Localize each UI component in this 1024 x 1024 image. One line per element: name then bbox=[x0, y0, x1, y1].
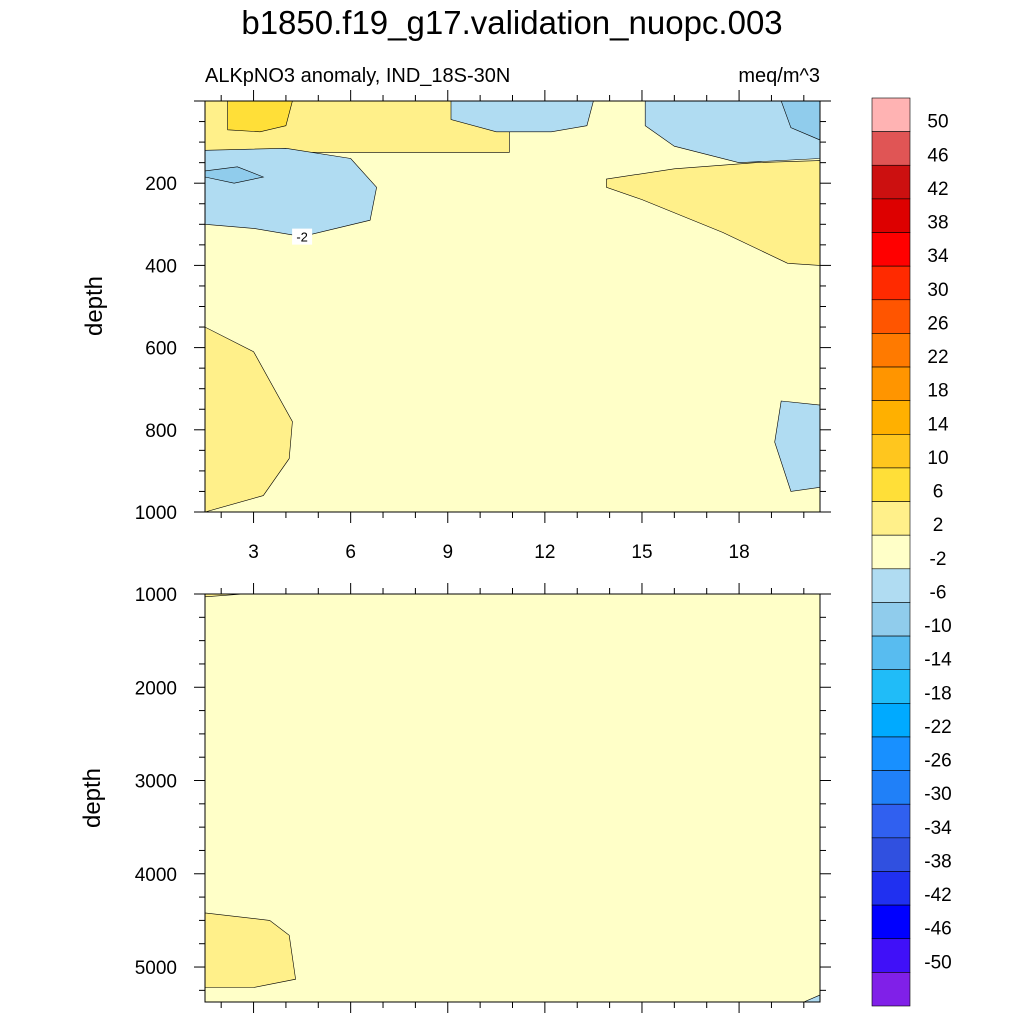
upper-y-tick-label: 800 bbox=[145, 421, 177, 442]
colorbar-label: 22 bbox=[927, 347, 948, 368]
colorbar-label: 14 bbox=[927, 414, 949, 435]
lower-contour-region-0 bbox=[205, 594, 244, 598]
upper-contour-region-2 bbox=[205, 147, 377, 237]
colorbar-label: -18 bbox=[924, 683, 951, 704]
colorbar-label: -30 bbox=[924, 784, 951, 805]
colorbar-label: 42 bbox=[927, 179, 948, 200]
colorbar-swatch bbox=[871, 299, 911, 334]
colorbar-swatch bbox=[871, 669, 911, 704]
x-tick-label: 12 bbox=[534, 542, 555, 563]
lower-y-tick-label: 5000 bbox=[135, 958, 177, 979]
colorbar-swatch bbox=[871, 938, 911, 973]
colorbar-swatch bbox=[871, 164, 911, 200]
colorbar-swatch bbox=[871, 635, 911, 671]
colorbar-label: -38 bbox=[924, 851, 951, 872]
colorbar: 50 46 42 38 34 30 26 22 18 14 10 6 2 -2 -6 -10 -14 -18 -22… bbox=[871, 97, 952, 1007]
colorbar-label: -14 bbox=[924, 650, 952, 671]
colorbar-label: -22 bbox=[924, 717, 951, 738]
colorbar-swatch bbox=[871, 871, 911, 906]
colorbar-label: 50 bbox=[927, 112, 948, 133]
lower-y-tick-label: 4000 bbox=[135, 865, 177, 886]
colorbar-swatch bbox=[871, 400, 911, 435]
colorbar-swatch bbox=[871, 770, 911, 805]
left-subtitle: ALKpNO3 anomaly, IND_18S-30N bbox=[205, 65, 510, 87]
upper-contour-label-bg-0 bbox=[292, 228, 313, 245]
colorbar-label: -2 bbox=[930, 549, 947, 570]
colorbar-label: 46 bbox=[927, 145, 948, 166]
colorbar-swatch bbox=[871, 803, 911, 839]
chart-title: b1850.f19_g17.validation_nuopc.003 bbox=[241, 4, 782, 41]
lower-panel: 1000 2000 3000 4000 5000 bbox=[135, 583, 831, 1013]
colorbar-label: -42 bbox=[924, 885, 951, 906]
upper-y-axis-label: depth bbox=[81, 276, 108, 336]
upper-y-tick-label: 400 bbox=[145, 256, 177, 277]
colorbar-swatch bbox=[871, 198, 911, 233]
colorbar-swatch bbox=[871, 232, 911, 267]
upper-y-tick-label: 200 bbox=[145, 174, 177, 195]
lower-y-axis-label: depth bbox=[79, 768, 106, 828]
colorbar-swatch bbox=[871, 904, 911, 940]
colorbar-swatch bbox=[871, 972, 911, 1007]
upper-y-tick-label: 600 bbox=[145, 339, 177, 360]
upper-contour-region-5 bbox=[644, 101, 820, 164]
upper-contour-region-1 bbox=[227, 101, 293, 133]
colorbar-label: -26 bbox=[924, 751, 951, 772]
colorbar-label: -34 bbox=[924, 818, 952, 839]
colorbar-label: 34 bbox=[927, 246, 949, 267]
lower-y-tick-label: 1000 bbox=[135, 585, 177, 606]
upper-contour-region-8 bbox=[205, 326, 293, 512]
colorbar-label: 30 bbox=[927, 280, 948, 301]
colorbar-swatch bbox=[871, 97, 911, 132]
colorbar-label: 38 bbox=[927, 213, 948, 234]
lower-y-tick-label: 2000 bbox=[135, 678, 177, 699]
upper-y-tick-label: 1000 bbox=[135, 503, 177, 524]
upper-contour-region-6 bbox=[780, 101, 820, 141]
colorbar-label: 10 bbox=[927, 448, 948, 469]
lower-background-fill bbox=[205, 594, 820, 1002]
colorbar-label: -10 bbox=[924, 616, 951, 637]
x-tick-label: 18 bbox=[729, 542, 750, 563]
lower-y-tick-label: 3000 bbox=[135, 772, 177, 793]
x-tick-label: 9 bbox=[442, 542, 453, 563]
colorbar-swatch bbox=[871, 736, 911, 771]
colorbar-swatch bbox=[871, 265, 911, 301]
colorbar-label: 6 bbox=[933, 482, 944, 503]
colorbar-swatch bbox=[871, 433, 911, 469]
colorbar-swatch bbox=[871, 366, 911, 401]
upper-contour-region-9 bbox=[774, 400, 820, 492]
lower-contour-region-2 bbox=[803, 994, 820, 1002]
colorbar-swatch bbox=[871, 333, 911, 368]
colorbar-label: -6 bbox=[930, 582, 947, 603]
colorbar-label: 18 bbox=[927, 381, 948, 402]
x-tick-label: 15 bbox=[631, 542, 652, 563]
colorbar-swatch bbox=[871, 837, 911, 872]
colorbar-label: 2 bbox=[933, 515, 944, 536]
colorbar-swatch bbox=[871, 703, 911, 738]
right-subtitle: meq/m^3 bbox=[738, 65, 820, 87]
upper-contour-region-4 bbox=[450, 101, 594, 133]
upper-contour-label-0: -2 bbox=[296, 230, 308, 245]
colorbar-label: 26 bbox=[927, 313, 948, 334]
upper-contour-region-3 bbox=[205, 166, 265, 184]
upper-contour-region-7 bbox=[606, 160, 820, 266]
colorbar-swatch bbox=[871, 534, 911, 570]
colorbar-swatch bbox=[871, 501, 911, 536]
colorbar-swatch bbox=[871, 467, 911, 502]
lower-contour-region-1 bbox=[205, 912, 296, 988]
colorbar-swatch bbox=[871, 602, 911, 637]
colorbar-swatch bbox=[871, 568, 911, 603]
colorbar-swatch bbox=[871, 131, 911, 166]
upper-panel: -2 3 6 9 12 15 18 200 400 600 800 1000 bbox=[135, 90, 831, 563]
x-tick-label: 6 bbox=[345, 542, 356, 563]
colorbar-label: -46 bbox=[924, 919, 951, 940]
colorbar-label: -50 bbox=[924, 952, 951, 973]
x-tick-label: 3 bbox=[248, 542, 259, 563]
